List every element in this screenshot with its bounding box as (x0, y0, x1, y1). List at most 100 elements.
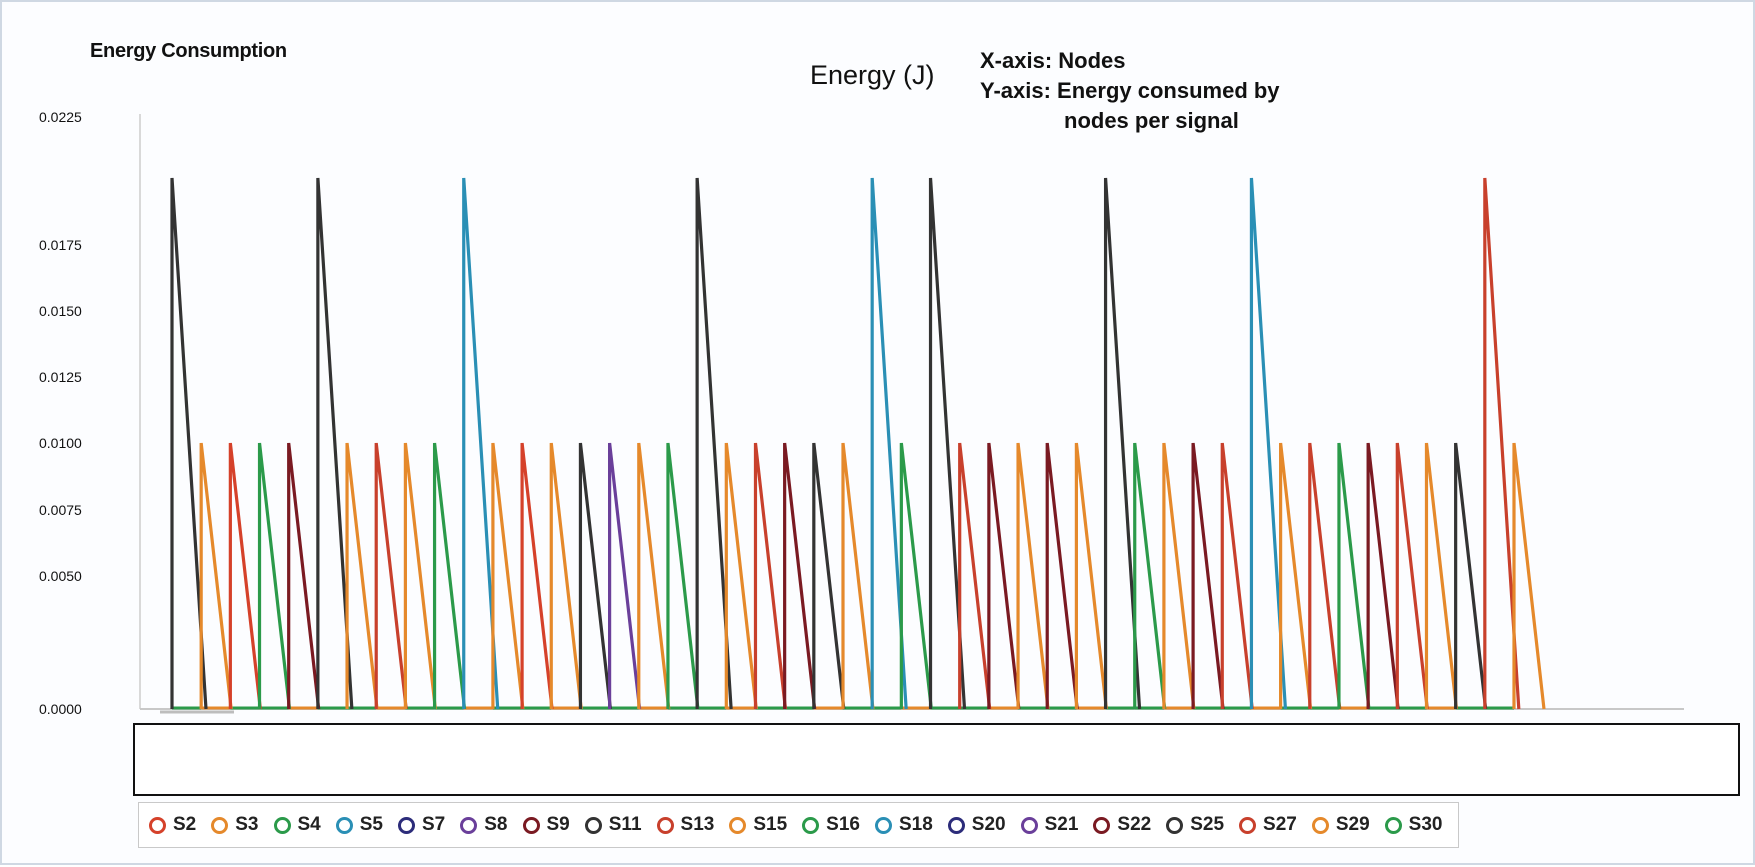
spike-s4 (432, 442, 467, 710)
spike-s27 (1483, 177, 1521, 710)
spike-s29 (1074, 442, 1108, 710)
legend-swatch-icon (1166, 816, 1184, 834)
chart-title: Energy (J) (810, 60, 935, 90)
legend-label: S18 (898, 814, 933, 835)
spike-s13 (374, 442, 408, 710)
spike-s16 (666, 442, 700, 710)
y-tick-label: 0.0225 (39, 109, 82, 125)
y-tick-label: 0.0125 (39, 369, 82, 385)
legend-item-s27[interactable]: S27 (1239, 814, 1297, 836)
spike-s16 (899, 442, 933, 710)
legend-item-s16[interactable]: S16 (802, 814, 860, 836)
chart-heading: Energy Consumption (90, 40, 287, 62)
spike-s2 (520, 442, 554, 710)
legend-item-s3[interactable]: S3 (211, 814, 259, 836)
legend-label: S22 (1117, 814, 1152, 835)
legend-item-s13[interactable]: S13 (656, 814, 715, 836)
legend-swatch-icon (874, 816, 892, 834)
spike-s2 (228, 442, 262, 710)
y-axis-note-line1: Y-axis: Energy consumed by (980, 78, 1280, 103)
y-tick-label: 0.0100 (39, 435, 82, 451)
legend-label: S2 (173, 814, 197, 835)
legend-item-s4[interactable]: S4 (273, 814, 321, 836)
spike-s13 (1220, 442, 1254, 710)
spike-s18 (1249, 177, 1288, 710)
spike-s3 (491, 442, 525, 710)
legend-item-s2[interactable]: S2 (149, 814, 196, 836)
spike-s13 (753, 442, 788, 710)
spike-s25 (812, 442, 846, 710)
spike-s3 (1279, 442, 1313, 710)
spike-s5 (462, 177, 500, 710)
legend-label: S3 (235, 814, 259, 835)
spike-s22 (987, 442, 1021, 710)
spike-series (170, 177, 1546, 710)
legend-label: S13 (680, 814, 715, 835)
legend-item-s22[interactable]: S22 (1093, 814, 1151, 836)
legend-label: S29 (1335, 814, 1370, 835)
spike-s11 (316, 177, 354, 710)
legend-item-s9[interactable]: S9 (522, 814, 570, 836)
spike-s15 (1016, 442, 1050, 710)
legend-item-s21[interactable]: S21 (1020, 814, 1079, 836)
spike-s15 (637, 442, 671, 710)
legend-item-s7[interactable]: S7 (398, 814, 445, 836)
legend-label: S15 (753, 814, 788, 835)
spike-s29 (1512, 442, 1546, 710)
legend-swatch-icon (335, 816, 353, 834)
legend-item-s8[interactable]: S8 (460, 814, 508, 836)
y-tick-label: 0.0175 (39, 237, 82, 253)
legend-swatch-icon (802, 816, 820, 834)
legend-swatch-icon (398, 816, 415, 834)
legend-item-s18[interactable]: S18 (874, 814, 933, 836)
axis-label-box (133, 723, 1740, 796)
legend-label: S9 (546, 814, 570, 835)
spike-s15 (403, 442, 437, 710)
legend-swatch-icon (1020, 816, 1038, 834)
legend-swatch-icon (1093, 816, 1111, 834)
spike-s9 (287, 442, 321, 710)
legend-label: S27 (1263, 814, 1297, 835)
legend-swatch-icon (522, 816, 540, 834)
spike-s15 (549, 442, 583, 710)
legend-swatch-icon (1239, 816, 1257, 834)
spike-s16 (1133, 442, 1167, 710)
y-tick-label: 0.0150 (39, 303, 82, 319)
legend-label: S11 (608, 814, 642, 835)
legend-item-s15[interactable]: S15 (729, 814, 787, 836)
spike-s15 (724, 442, 758, 710)
spike-s4 (257, 442, 292, 710)
legend-item-s29[interactable]: S29 (1311, 814, 1370, 836)
legend-label: S21 (1044, 814, 1079, 835)
legend-item-s25[interactable]: S25 (1166, 814, 1224, 836)
legend-label: S16 (826, 814, 860, 835)
legend-swatch-icon (149, 816, 166, 834)
legend-swatch-icon (273, 816, 291, 834)
spike-s27 (1308, 442, 1342, 710)
legend-label: S4 (297, 814, 321, 835)
axis-notes: X-axis: Nodes Y-axis: Energy consumed by… (980, 46, 1280, 136)
legend-label: S20 (971, 814, 1006, 835)
spike-s25 (928, 177, 967, 710)
legend-item-s5[interactable]: S5 (335, 814, 383, 836)
legend-item-s30[interactable]: S30 (1384, 814, 1443, 836)
legend-swatch-icon (584, 816, 602, 834)
spike-s11 (578, 442, 613, 710)
legend-swatch-icon (947, 816, 965, 834)
legend-item-s11[interactable]: S11 (584, 814, 642, 836)
spike-s9 (1045, 442, 1079, 710)
y-tick-label: 0.0075 (39, 502, 82, 518)
spike-s3 (345, 442, 379, 710)
spike-s27 (1395, 442, 1429, 710)
spike-s3 (199, 442, 233, 710)
legend-swatch-icon (656, 816, 674, 834)
spike-s18 (870, 177, 908, 710)
spike-s27 (958, 442, 992, 710)
legend-label: S30 (1408, 814, 1443, 835)
legend-label: S25 (1190, 814, 1225, 835)
legend-swatch-icon (1384, 816, 1402, 834)
legend-item-s20[interactable]: S20 (947, 814, 1006, 836)
spike-s11 (170, 177, 208, 710)
